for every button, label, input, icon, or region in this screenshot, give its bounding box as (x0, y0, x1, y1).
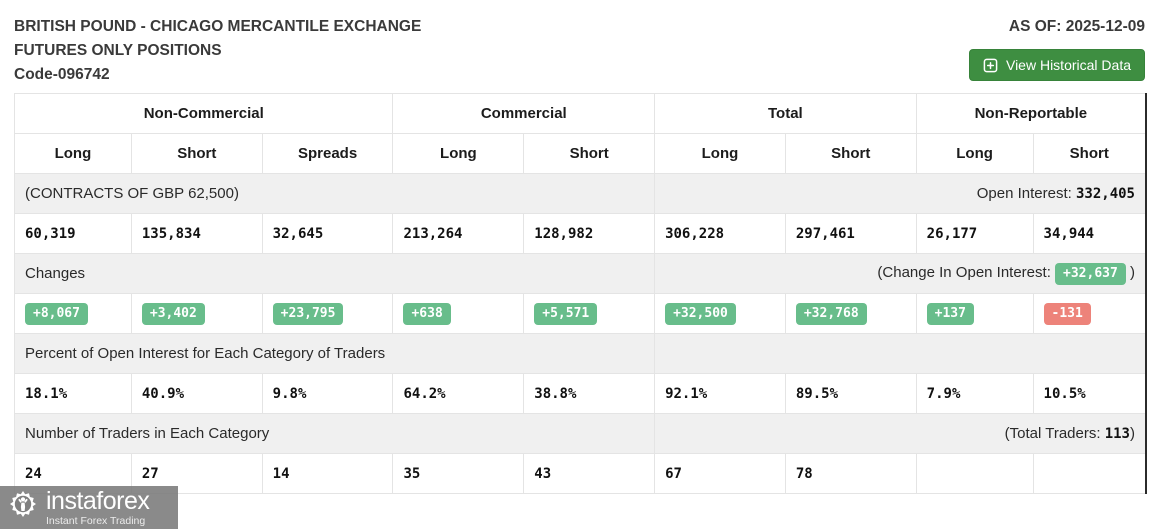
open-interest-value: 332,405 (1075, 186, 1135, 202)
instaforex-gear-logo-icon (5, 487, 41, 528)
report-header-right: AS OF: 2025-12-09 View Historical Data (968, 15, 1145, 82)
change-open-interest-label: (Change In Open Interest: (877, 263, 1056, 281)
change-badge: +137 (926, 302, 974, 325)
change-open-interest-badge: +32,637 (1055, 262, 1126, 285)
watermark-text: instaforex Instant Forex Trading (46, 486, 150, 527)
change-badge: +32,768 (795, 302, 867, 325)
position-cell: 34,944 (1032, 213, 1147, 254)
change-cell: -131 (1032, 293, 1147, 334)
group-header-total: Total (654, 93, 917, 134)
change-open-interest-suffix: ) (1125, 263, 1135, 281)
traders-cell: 78 (784, 453, 917, 494)
traders-label: Number of Traders in Each Category (13, 413, 656, 454)
group-header-commercial: Commercial (392, 93, 656, 134)
position-cell: 60,319 (14, 213, 132, 254)
column-header: Long (14, 133, 132, 174)
watermark-tagline: Instant Forex Trading (46, 514, 146, 527)
view-historical-data-button[interactable]: View Historical Data (968, 49, 1145, 82)
open-interest-cell: Open Interest: 332,405 (654, 173, 1147, 214)
report-title-line1: BRITISH POUND - CHICAGO MERCANTILE EXCHA… (14, 18, 422, 35)
change-badge: +23,795 (272, 302, 344, 325)
column-header: Short (523, 133, 656, 174)
watermark-brand: instaforex (46, 486, 150, 515)
changes-section-row: Changes (Change In Open Interest: +32,63… (13, 253, 1147, 294)
report-titles: BRITISH POUND - CHICAGO MERCANTILE EXCHA… (14, 15, 421, 87)
percent-cell: 40.9% (130, 373, 263, 414)
percent-cell: 9.8% (261, 373, 394, 414)
column-header: Short (784, 133, 917, 174)
change-cell: +23,795 (261, 293, 394, 334)
open-interest-label: Open Interest: (976, 185, 1076, 202)
total-traders-cell: (Total Traders: 113) (654, 413, 1147, 454)
position-cell: 128,982 (523, 213, 656, 254)
report-title-line2: FUTURES ONLY POSITIONS (14, 42, 222, 59)
total-traders-suffix: ) (1130, 425, 1135, 442)
traders-cell: 67 (654, 453, 786, 494)
traders-cell (1032, 453, 1147, 494)
cot-positions-table: Non-Commercial Commercial Total Non-Repo… (13, 93, 1147, 494)
percent-cell: 10.5% (1032, 373, 1147, 414)
position-cell: 213,264 (392, 213, 525, 254)
change-cell: +32,500 (654, 293, 786, 334)
column-header: Long (392, 133, 525, 174)
report-code: Code-096742 (14, 66, 110, 83)
change-cell: +32,768 (784, 293, 917, 334)
as-of-date: AS OF: 2025-12-09 (1008, 18, 1145, 35)
traders-cell: 14 (261, 453, 394, 494)
group-header-non-reportable: Non-Reportable (915, 93, 1147, 134)
traders-row: 24 27 14 35 43 67 78 (14, 453, 1147, 494)
change-cell: +8,067 (14, 293, 132, 334)
column-header: Short (130, 133, 263, 174)
contracts-label: (CONTRACTS OF GBP 62,500) (13, 173, 656, 214)
change-open-interest-cell: (Change In Open Interest: +32,637 ) (654, 253, 1147, 294)
instaforex-watermark: instaforex Instant Forex Trading (0, 486, 178, 529)
changes-row: +8,067 +3,402 +23,795 +638 +5,571 +32,50… (14, 293, 1147, 334)
column-header-row: Long Short Spreads Long Short Long Short… (14, 133, 1147, 174)
change-cell: +5,571 (523, 293, 656, 334)
position-cell: 32,645 (261, 213, 394, 254)
percent-cell: 64.2% (392, 373, 525, 414)
traders-section-row: Number of Traders in Each Category (Tota… (13, 413, 1147, 454)
percent-cell: 7.9% (915, 373, 1034, 414)
traders-cell: 35 (392, 453, 525, 494)
total-traders-value: 113 (1104, 426, 1130, 442)
position-cell: 297,461 (784, 213, 917, 254)
percent-label: Percent of Open Interest for Each Catego… (13, 333, 656, 374)
column-header: Short (1032, 133, 1147, 174)
column-header: Long (654, 133, 786, 174)
column-header: Spreads (261, 133, 394, 174)
percents-row: 18.1% 40.9% 9.8% 64.2% 38.8% 92.1% 89.5%… (14, 373, 1147, 414)
position-cell: 26,177 (915, 213, 1034, 254)
group-header-non-commercial: Non-Commercial (13, 93, 394, 134)
positions-row: 60,319 135,834 32,645 213,264 128,982 30… (14, 213, 1147, 254)
percent-section-spacer (654, 333, 1147, 374)
change-badge: +3,402 (141, 302, 205, 325)
change-badge: +32,500 (665, 302, 736, 325)
percent-section-row: Percent of Open Interest for Each Catego… (13, 333, 1147, 374)
change-badge: +638 (403, 302, 451, 325)
report-header: BRITISH POUND - CHICAGO MERCANTILE EXCHA… (0, 0, 1161, 87)
total-traders-label: (Total Traders: (1004, 425, 1105, 442)
change-cell: +137 (915, 293, 1034, 334)
change-badge: -131 (1043, 302, 1091, 325)
column-header: Long (915, 133, 1034, 174)
change-badge: +5,571 (534, 302, 598, 325)
traders-cell (915, 453, 1034, 494)
percent-cell: 38.8% (523, 373, 656, 414)
position-cell: 306,228 (654, 213, 786, 254)
view-historical-data-label: View Historical Data (1005, 57, 1131, 73)
traders-cell: 43 (523, 453, 656, 494)
change-cell: +3,402 (130, 293, 263, 334)
change-cell: +638 (392, 293, 525, 334)
changes-label: Changes (13, 253, 656, 294)
percent-cell: 92.1% (654, 373, 786, 414)
percent-cell: 89.5% (784, 373, 917, 414)
position-cell: 135,834 (130, 213, 263, 254)
group-header-row: Non-Commercial Commercial Total Non-Repo… (13, 93, 1147, 134)
percent-cell: 18.1% (14, 373, 132, 414)
change-badge: +8,067 (25, 302, 88, 325)
calendar-plus-icon (983, 58, 998, 73)
contracts-open-interest-row: (CONTRACTS OF GBP 62,500) Open Interest:… (13, 173, 1147, 214)
